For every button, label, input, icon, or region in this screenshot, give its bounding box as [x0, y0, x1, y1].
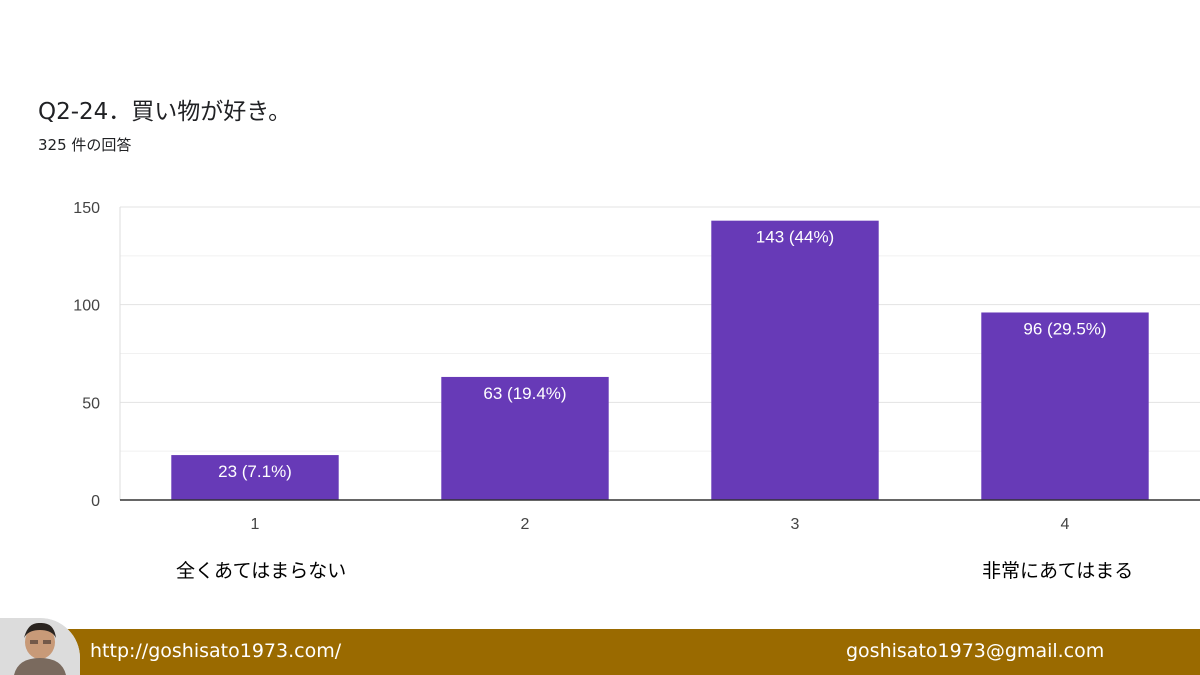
bar-chart: 23 (7.1%) 63 (19.4%) 143 (44%) 96 (29.5%) 0…	[73, 200, 1200, 533]
y-tick-label: 100	[73, 298, 100, 315]
x-tick-label: 2	[521, 516, 530, 533]
scale-high-label: 非常にあてはまる	[982, 560, 1134, 582]
chart-x-axis: 1 2 3 4	[120, 499, 1200, 533]
x-tick-label: 3	[791, 516, 800, 533]
avatar-photo-icon	[0, 618, 80, 675]
response-count: 325 件の回答	[38, 136, 132, 154]
chart-y-axis: 0 50 100 150	[73, 200, 100, 510]
bar	[171, 455, 339, 500]
y-tick-label: 50	[82, 395, 100, 412]
x-tick-label: 1	[251, 516, 260, 533]
bar	[711, 220, 879, 500]
bar-data-label: 143 (44%)	[756, 228, 834, 247]
bar-data-label: 23 (7.1%)	[218, 462, 292, 481]
page-title: Q2-24．買い物が好き。	[38, 99, 292, 125]
bar	[981, 312, 1149, 500]
footer-url-link[interactable]: http://goshisato1973.com/	[90, 640, 342, 662]
x-tick-label: 4	[1061, 516, 1070, 533]
y-tick-label: 150	[73, 200, 100, 217]
chart-bars	[171, 220, 1149, 500]
footer-bar	[0, 629, 1200, 675]
y-tick-label: 0	[91, 493, 100, 510]
bar-data-label: 63 (19.4%)	[483, 384, 566, 403]
chart-data-labels: 23 (7.1%) 63 (19.4%) 143 (44%) 96 (29.5%)	[218, 228, 1106, 481]
scale-low-label: 全くあてはまらない	[176, 560, 347, 582]
avatar	[0, 618, 80, 675]
footer-email-link[interactable]: goshisato1973@gmail.com	[846, 640, 1105, 662]
bar-data-label: 96 (29.5%)	[1023, 319, 1106, 338]
bar	[441, 376, 609, 500]
